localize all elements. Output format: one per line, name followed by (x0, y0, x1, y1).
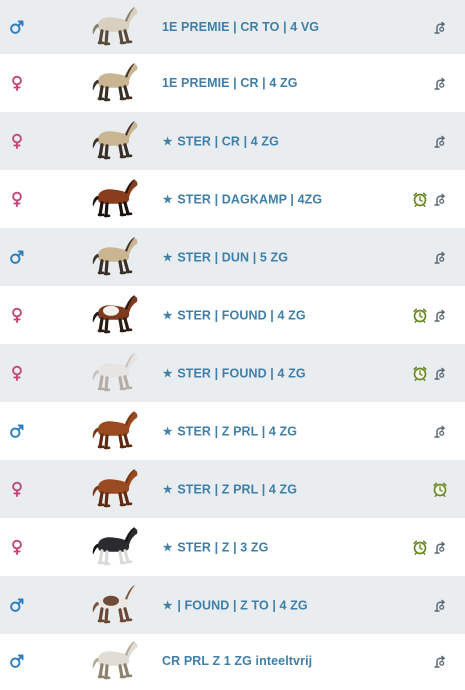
horse-name-text: STER | Z PRL | 4 ZG (177, 482, 298, 497)
row-action-icons (432, 481, 448, 497)
male-symbol-icon (10, 20, 24, 34)
cover-breed-icon[interactable] (432, 653, 448, 669)
horse-name-text: STER | CR | 4 ZG (177, 134, 279, 149)
horse-name-text: STER | Z PRL | 4 ZG (177, 424, 298, 439)
horse-name-link[interactable]: ★ STER | FOUND | 4 ZG (162, 366, 306, 381)
row-action-icons (432, 133, 448, 149)
horse-name-text: | FOUND | Z TO | 4 ZG (177, 598, 308, 613)
horse-name-link[interactable]: ★ STER | DAGKAMP | 4ZG (162, 192, 322, 207)
male-symbol-icon (10, 598, 24, 612)
male-symbol-icon (10, 654, 24, 668)
star-icon: ★ (162, 424, 174, 439)
female-symbol-icon (12, 307, 22, 323)
horse-name-link[interactable]: 1E PREMIE | CR TO | 4 VG (162, 20, 319, 34)
cover-breed-icon[interactable] (432, 365, 448, 381)
horse-thumbnail (92, 294, 138, 334)
row-action-icons (432, 249, 448, 265)
cover-breed-icon[interactable] (432, 307, 448, 323)
female-symbol-icon (12, 133, 22, 149)
female-symbol-icon (12, 191, 22, 207)
cover-breed-icon[interactable] (432, 423, 448, 439)
horse-row: ★ STER | FOUND | 4 ZG (0, 286, 465, 344)
horse-name-link[interactable]: ★ STER | DUN | 5 ZG (162, 250, 288, 265)
horse-row: CR PRL Z 1 ZG inteeltvrij (0, 634, 465, 688)
star-icon: ★ (162, 540, 174, 555)
horse-thumbnail (92, 178, 138, 218)
horse-name-link[interactable]: ★ STER | Z | 3 ZG (162, 540, 268, 555)
horse-name-link[interactable]: CR PRL Z 1 ZG inteeltvrij (162, 654, 312, 668)
horse-row: ★ STER | DAGKAMP | 4ZG (0, 170, 465, 228)
cover-breed-icon[interactable] (432, 75, 448, 91)
cover-breed-icon[interactable] (432, 597, 448, 613)
cover-breed-icon[interactable] (432, 19, 448, 35)
horse-thumbnail (92, 640, 138, 680)
horse-name-text: STER | FOUND | 4 ZG (177, 308, 306, 323)
star-icon: ★ (162, 482, 174, 497)
row-action-icons (412, 307, 448, 323)
horse-name-text: STER | DAGKAMP | 4ZG (177, 192, 323, 207)
star-icon: ★ (162, 366, 174, 381)
horse-row: 1E PREMIE | CR TO | 4 VG (0, 0, 465, 54)
horse-row: ★ | FOUND | Z TO | 4 ZG (0, 576, 465, 634)
female-symbol-icon (12, 539, 22, 555)
horse-thumbnail (92, 352, 138, 392)
horse-name-link[interactable]: ★ STER | CR | 4 ZG (162, 134, 279, 149)
cover-breed-icon[interactable] (432, 191, 448, 207)
horse-row: 1E PREMIE | CR | 4 ZG (0, 54, 465, 112)
horse-thumbnail (92, 410, 138, 450)
row-action-icons (432, 423, 448, 439)
horse-name-text: STER | Z | 3 ZG (177, 540, 269, 555)
cover-breed-icon[interactable] (432, 539, 448, 555)
star-icon: ★ (162, 598, 174, 613)
horse-thumbnail (92, 584, 138, 624)
alarm-clock-icon[interactable] (432, 481, 448, 497)
horse-row: ★ STER | FOUND | 4 ZG (0, 344, 465, 402)
star-icon: ★ (162, 134, 174, 149)
horse-name-text: STER | FOUND | 4 ZG (177, 366, 306, 381)
cover-breed-icon[interactable] (432, 249, 448, 265)
star-icon: ★ (162, 250, 174, 265)
horse-row: ★ STER | DUN | 5 ZG (0, 228, 465, 286)
row-action-icons (432, 597, 448, 613)
row-action-icons (412, 191, 448, 207)
horse-row: ★ STER | Z PRL | 4 ZG (0, 460, 465, 518)
horse-thumbnail (92, 526, 138, 566)
horse-thumbnail (92, 62, 138, 102)
horse-thumbnail (92, 236, 138, 276)
alarm-clock-icon[interactable] (412, 191, 428, 207)
horse-row: ★ STER | Z | 3 ZG (0, 518, 465, 576)
row-action-icons (432, 19, 448, 35)
horse-thumbnail (92, 468, 138, 508)
horse-row: ★ STER | CR | 4 ZG (0, 112, 465, 170)
horse-name-text: STER | DUN | 5 ZG (177, 250, 289, 265)
female-symbol-icon (12, 75, 22, 91)
horse-name-text: 1E PREMIE | CR | 4 ZG (162, 76, 298, 90)
male-symbol-icon (10, 424, 24, 438)
female-symbol-icon (12, 481, 22, 497)
row-action-icons (432, 75, 448, 91)
horse-name-link[interactable]: 1E PREMIE | CR | 4 ZG (162, 76, 298, 90)
star-icon: ★ (162, 192, 174, 207)
alarm-clock-icon[interactable] (412, 307, 428, 323)
horse-thumbnail (92, 120, 138, 160)
row-action-icons (432, 653, 448, 669)
horse-name-text: 1E PREMIE | CR TO | 4 VG (162, 20, 320, 34)
male-symbol-icon (10, 250, 24, 264)
star-icon: ★ (162, 308, 174, 323)
horse-name-text: CR PRL Z 1 ZG inteeltvrij (162, 654, 313, 668)
alarm-clock-icon[interactable] (412, 539, 428, 555)
alarm-clock-icon[interactable] (412, 365, 428, 381)
horse-name-link[interactable]: ★ STER | Z PRL | 4 ZG (162, 424, 297, 439)
cover-breed-icon[interactable] (432, 133, 448, 149)
horse-thumbnail (92, 6, 138, 46)
row-action-icons (412, 539, 448, 555)
row-action-icons (412, 365, 448, 381)
horse-name-link[interactable]: ★ | FOUND | Z TO | 4 ZG (162, 598, 308, 613)
horse-name-link[interactable]: ★ STER | FOUND | 4 ZG (162, 308, 306, 323)
female-symbol-icon (12, 365, 22, 381)
horse-name-link[interactable]: ★ STER | Z PRL | 4 ZG (162, 482, 297, 497)
horse-row: ★ STER | Z PRL | 4 ZG (0, 402, 465, 460)
